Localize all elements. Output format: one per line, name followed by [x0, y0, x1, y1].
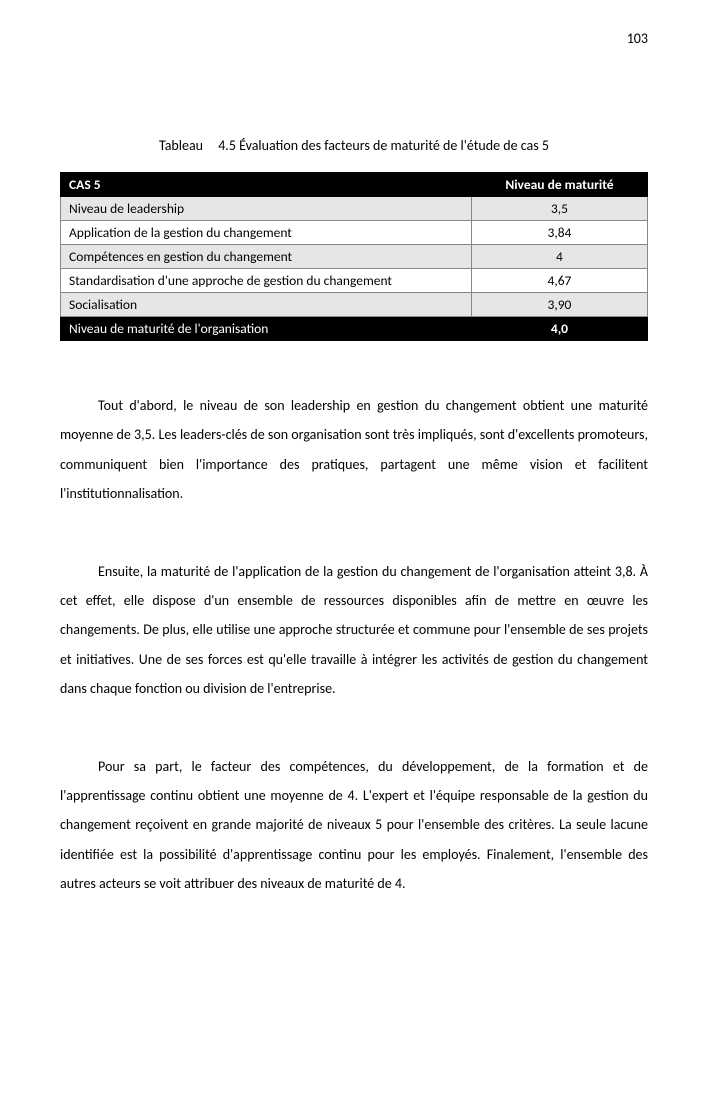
row-value: 3,84	[471, 221, 647, 245]
footer-value: 4,0	[471, 317, 647, 341]
caption-text: 4.5 Évaluation des facteurs de maturité …	[218, 137, 549, 154]
table-row: Standardisation d'une approche de gestio…	[61, 269, 648, 293]
body-paragraph: Tout d'abord, le niveau de son leadershi…	[60, 391, 648, 509]
footer-factor: Niveau de maturité de l'organisation	[61, 317, 472, 341]
table-row: Application de la gestion du changement3…	[61, 221, 648, 245]
header-factor: CAS 5	[61, 173, 472, 197]
maturity-table: CAS 5 Niveau de maturité Niveau de leade…	[60, 172, 648, 341]
row-factor: Socialisation	[61, 293, 472, 317]
table-header-row: CAS 5 Niveau de maturité	[61, 173, 648, 197]
row-value: 4	[471, 245, 647, 269]
table-row: Socialisation3,90	[61, 293, 648, 317]
row-factor: Compétences en gestion du changement	[61, 245, 472, 269]
row-value: 4,67	[471, 269, 647, 293]
body-paragraph: Pour sa part, le facteur des compétences…	[60, 752, 648, 899]
header-value: Niveau de maturité	[471, 173, 647, 197]
row-factor: Application de la gestion du changement	[61, 221, 472, 245]
table-row: Niveau de leadership3,5	[61, 197, 648, 221]
body-paragraph: Ensuite, la maturité de l'application de…	[60, 557, 648, 704]
row-factor: Standardisation d'une approche de gestio…	[61, 269, 472, 293]
table-footer-row: Niveau de maturité de l'organisation 4,0	[61, 317, 648, 341]
row-value: 3,90	[471, 293, 647, 317]
table-caption: Tableau 4.5 Évaluation des facteurs de m…	[60, 137, 648, 154]
row-factor: Niveau de leadership	[61, 197, 472, 221]
caption-label: Tableau	[159, 137, 203, 154]
row-value: 3,5	[471, 197, 647, 221]
page-number: 103	[60, 30, 648, 47]
table-row: Compétences en gestion du changement4	[61, 245, 648, 269]
